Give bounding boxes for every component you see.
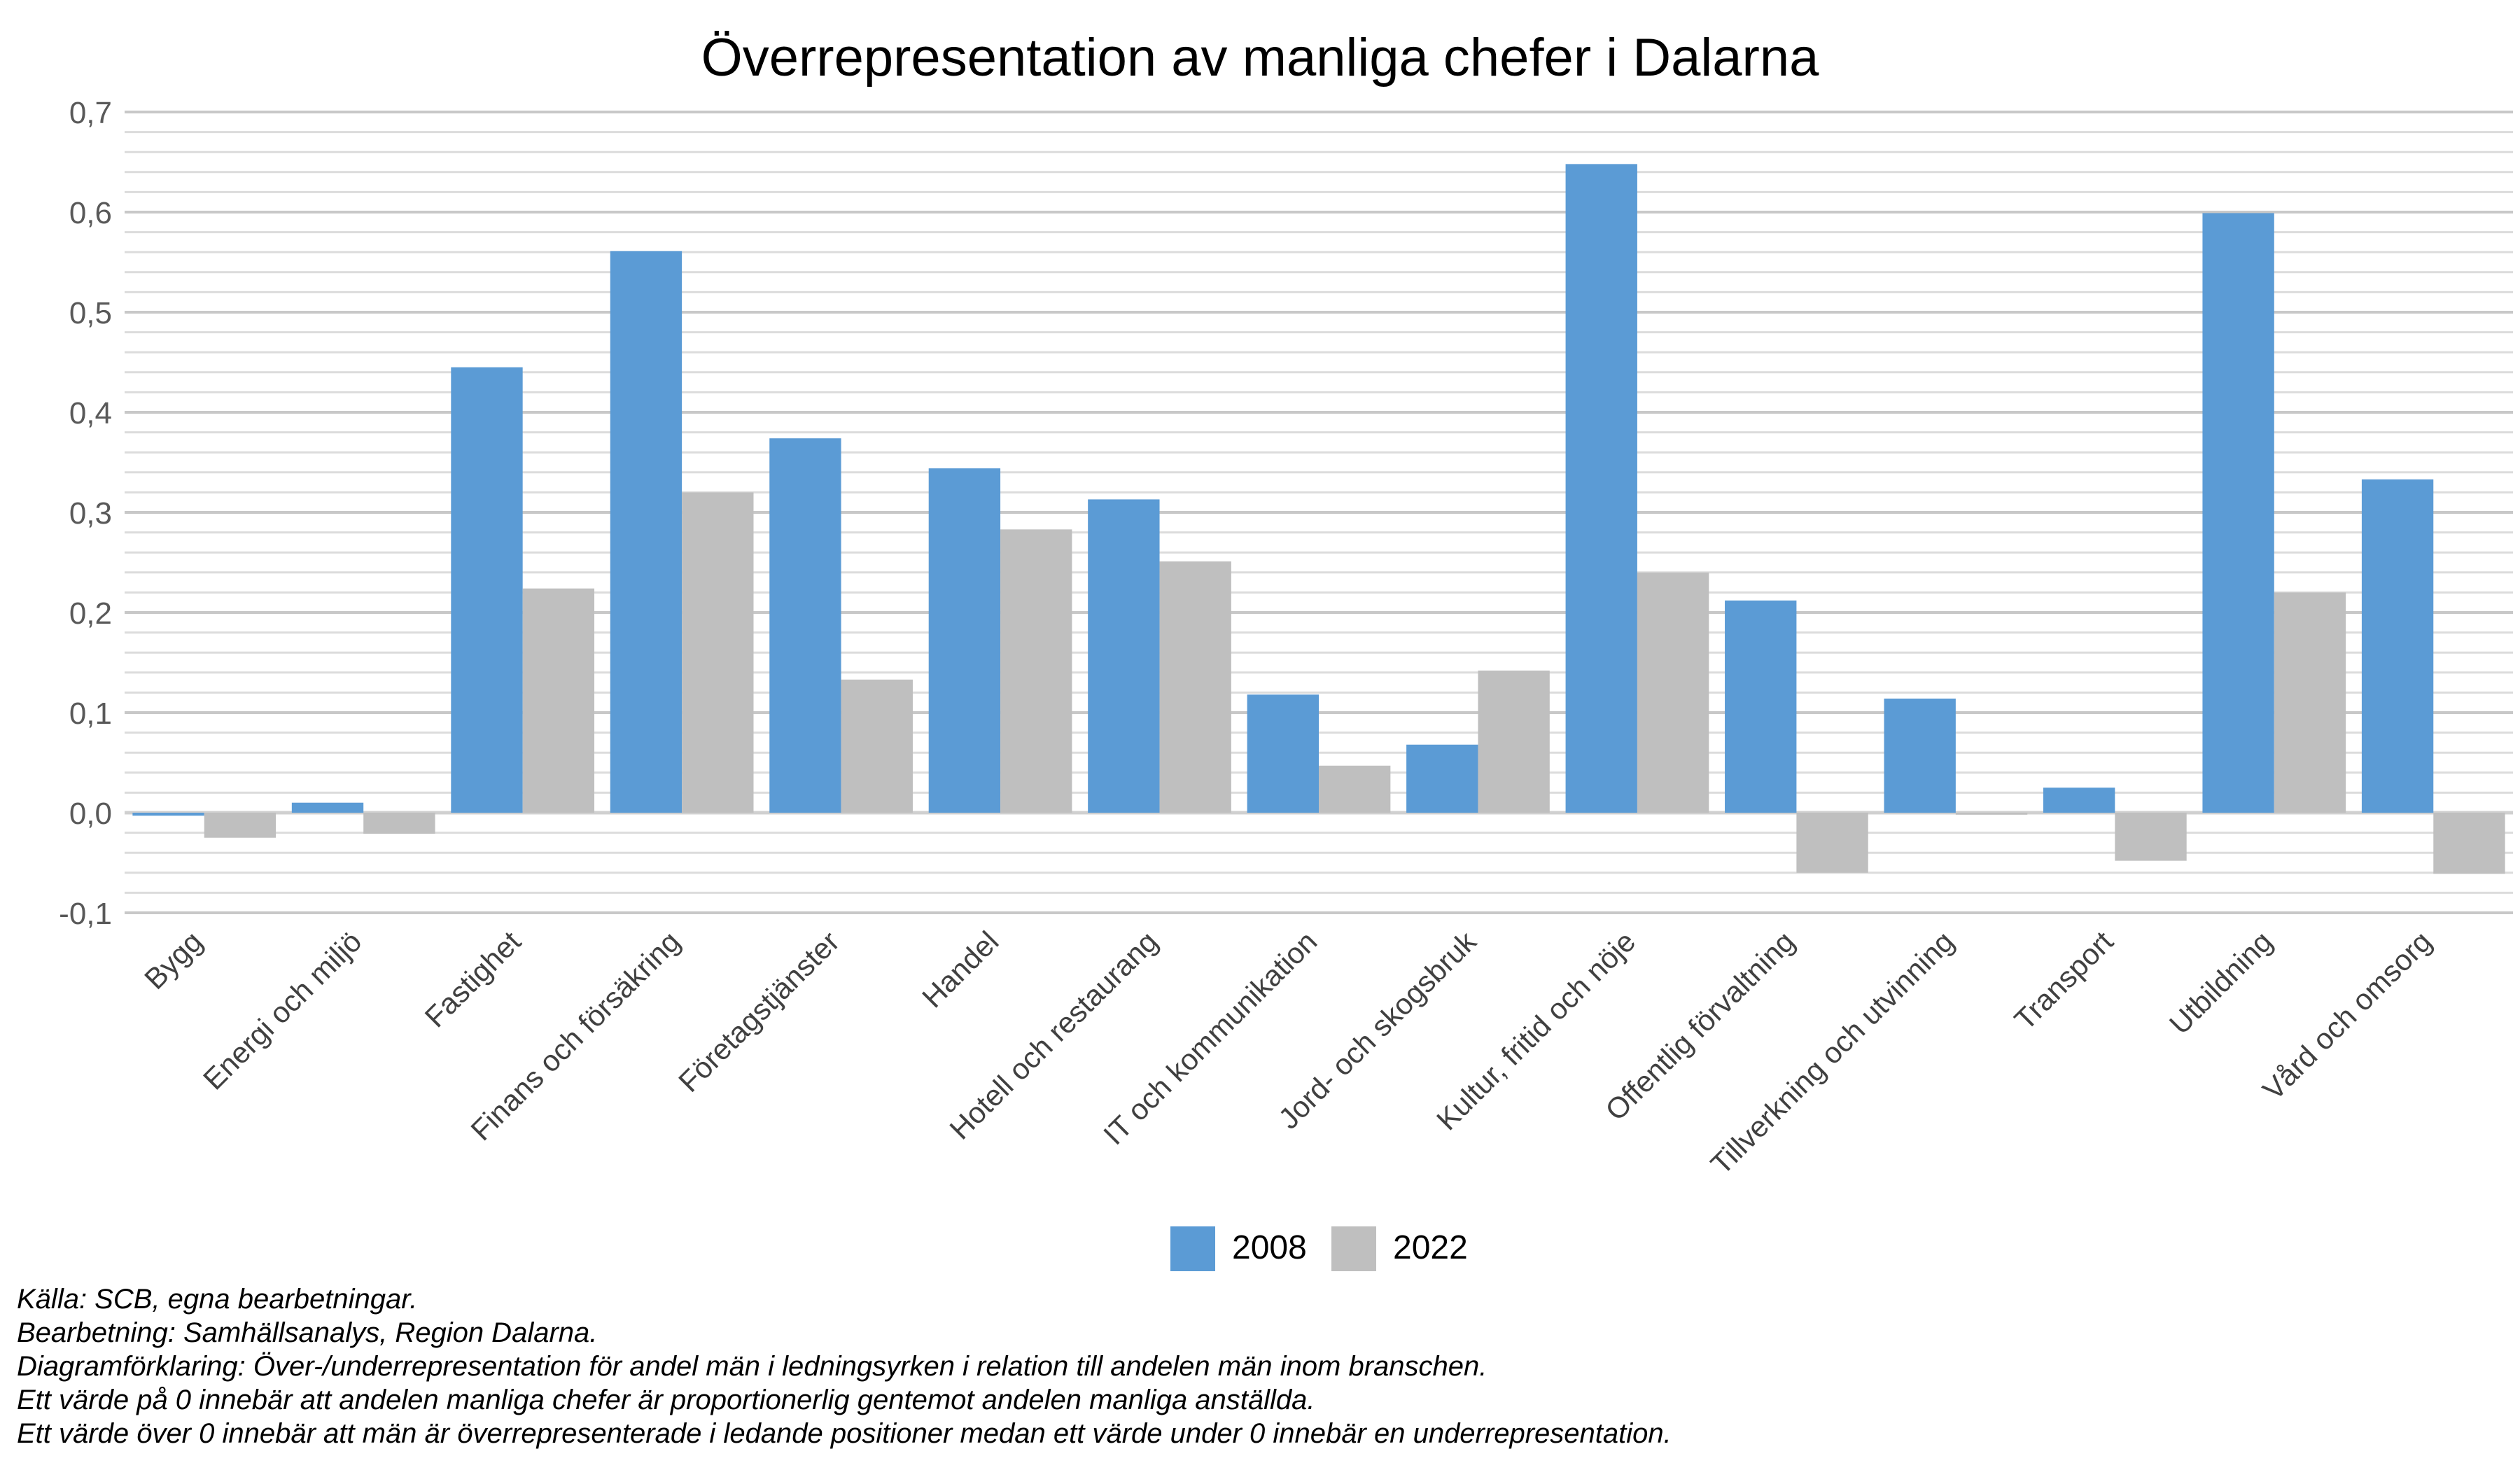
y-tick-label: 0,3	[69, 496, 112, 531]
x-tick-label: Utbildning	[2163, 925, 2278, 1040]
bar-2022-14	[2433, 813, 2505, 874]
legend-label-2008: 2008	[1232, 1229, 1307, 1266]
bar-2022-11	[1955, 813, 2028, 815]
bar-2008-11	[1884, 698, 1956, 813]
sign-note: Ett värde över 0 innebär att män är över…	[17, 1418, 1672, 1449]
bar-2022-0	[204, 813, 276, 838]
x-tick-label: Energi och miljö	[197, 925, 368, 1096]
bar-2008-9	[1565, 164, 1637, 813]
x-tick-label: Fastighet	[419, 925, 528, 1034]
bar-2022-13	[2274, 592, 2346, 813]
bar-2008-1	[291, 802, 364, 813]
bar-2008-6	[1088, 499, 1160, 813]
bar-2008-7	[1247, 694, 1319, 813]
source-note: Källa: SCB, egna bearbetningar.	[17, 1284, 418, 1315]
y-tick-label: -0,1	[59, 897, 112, 931]
bar-2008-2	[451, 367, 523, 813]
bar-2008-12	[2043, 788, 2115, 813]
bar-2022-12	[2115, 813, 2187, 861]
x-tick-label: Vård och omsorg	[2256, 925, 2437, 1106]
x-tick-label: Bygg	[138, 925, 209, 995]
bar-2022-8	[1478, 670, 1550, 813]
chart-title: Överrepresentation av manliga chefer i D…	[701, 28, 1820, 88]
bar-2022-7	[1319, 765, 1391, 813]
y-tick-label: 0,1	[69, 696, 112, 731]
y-tick-label: 0,4	[69, 396, 112, 430]
legend-swatch-2022	[1331, 1226, 1376, 1271]
bar-2008-10	[1725, 600, 1797, 813]
bar-2022-6	[1159, 561, 1231, 813]
bar-2022-2	[522, 588, 595, 813]
bar-2008-5	[928, 468, 1001, 813]
processing-note: Bearbetning: Samhällsanalys, Region Dala…	[17, 1317, 598, 1348]
y-tick-label: 0,5	[69, 296, 112, 330]
bar-2008-14	[2361, 479, 2434, 813]
zero-value-note: Ett värde på 0 innebär att andelen manli…	[17, 1385, 1315, 1415]
bar-2022-10	[1796, 813, 1868, 873]
x-tick-label: Handel	[916, 925, 1004, 1014]
legend-label-2022: 2022	[1393, 1229, 1468, 1266]
bar-2008-0	[132, 813, 204, 816]
bar-2008-3	[610, 251, 682, 813]
x-tick-label: Företagstjänster	[672, 925, 846, 1098]
bar-2022-1	[363, 813, 435, 834]
x-tick-label: Transport	[2008, 925, 2119, 1036]
bar-2022-5	[1000, 529, 1072, 813]
bar-2008-13	[2202, 213, 2274, 813]
legend: 2008 2022	[1170, 1226, 1468, 1271]
bar-2008-8	[1406, 744, 1478, 813]
explanation-note: Diagramförklaring: Över-/underrepresenta…	[17, 1351, 1488, 1382]
footnotes: Källa: SCB, egna bearbetningar. Bearbetn…	[17, 1282, 1672, 1450]
legend-swatch-2008	[1170, 1226, 1215, 1271]
y-tick-label: 0,0	[69, 797, 112, 831]
y-axis-tick-labels: -0,1 0,0 0,1 0,2 0,3 0,4 0,5 0,6 0,7	[59, 96, 112, 931]
y-tick-label: 0,7	[69, 96, 112, 130]
bar-2008-4	[769, 438, 841, 813]
bar-2022-3	[682, 492, 754, 813]
bars	[132, 164, 2505, 874]
y-tick-label: 0,6	[69, 196, 112, 230]
bar-2022-9	[1637, 572, 1709, 813]
y-tick-label: 0,2	[69, 596, 112, 631]
bar-2022-4	[841, 679, 913, 813]
